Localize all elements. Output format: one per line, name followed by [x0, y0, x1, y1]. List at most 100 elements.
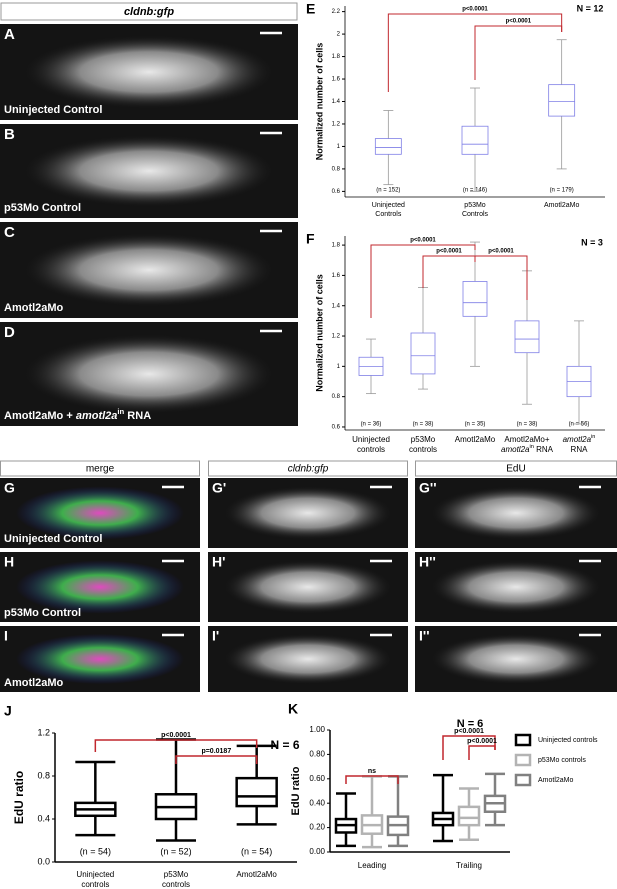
- panel-letter: I: [4, 628, 8, 644]
- text-line: RNA: [571, 445, 589, 454]
- text-segment: amotl2a: [76, 410, 118, 422]
- text-line: p53Mo: [464, 202, 486, 209]
- bracket: [442, 735, 496, 760]
- x-tick-label: Amotl2aMo: [544, 202, 580, 209]
- micrograph-tissue: [23, 135, 275, 207]
- x-tick-label: Trailing: [456, 861, 482, 870]
- bracket: [370, 244, 476, 318]
- n-label: (n = 38): [413, 422, 434, 428]
- text-line: Amotl2aMo+: [504, 435, 549, 444]
- text-line: Controls: [375, 211, 402, 218]
- text-line: controls: [162, 880, 190, 889]
- box: [235, 776, 278, 808]
- legend-swatch: [514, 733, 532, 747]
- box: [514, 320, 540, 354]
- panel-letter: A: [4, 26, 15, 43]
- y-tick-label: 0.00: [309, 847, 325, 856]
- panel-letter: F: [306, 231, 315, 247]
- column-header: EdU: [506, 464, 525, 475]
- x-tick-label: Leading: [358, 861, 386, 870]
- micrograph-tissue: [23, 35, 275, 109]
- y-tick-label: 1.6: [332, 77, 341, 83]
- n-label: (n = 36): [361, 422, 382, 428]
- text-line: Controls: [462, 211, 489, 218]
- y-tick-label: 0.4: [37, 813, 50, 823]
- y-axis-label: EdU ratio: [290, 766, 302, 815]
- text-segment: in: [117, 407, 124, 416]
- y-tick-label: 2.2: [332, 9, 341, 15]
- column-header: cldnb:gfp: [288, 464, 329, 475]
- micrograph-tissue: [431, 560, 601, 614]
- micrograph-tissue: [16, 486, 184, 540]
- x-tick-label: Amotl2aMo: [455, 435, 496, 444]
- text-segment: amotl2a: [501, 445, 530, 454]
- annotation: p<0.0001: [506, 19, 532, 25]
- n-label: (n = 52): [160, 846, 191, 856]
- annotation: N = 6: [270, 738, 299, 752]
- x-tick-label: Amotl2aMo+ amotl2ain RNA: [501, 435, 554, 454]
- annotation: p=0.0187: [201, 748, 231, 755]
- panel-letter: B: [4, 126, 15, 143]
- panel-label: Uninjected Control: [4, 104, 102, 116]
- bracket: [474, 25, 563, 80]
- y-tick-label: 2: [337, 32, 341, 38]
- text-segment: RNA: [534, 445, 554, 454]
- text-line: Trailing: [456, 861, 482, 870]
- panel-letter: C: [4, 224, 15, 241]
- panel-letter: G: [4, 480, 15, 496]
- box: [548, 84, 576, 117]
- legend-swatch: [514, 753, 532, 767]
- y-tick-label: 1.00: [309, 725, 325, 734]
- y-tick-label: 0.8: [332, 394, 341, 400]
- annotation: p<0.0001: [462, 7, 488, 13]
- text-segment: in: [529, 444, 533, 450]
- y-tick-label: 0.8: [37, 770, 50, 780]
- text-line: Uninjected: [352, 435, 390, 444]
- bracket: [468, 745, 496, 760]
- x-tick-label: Amotl2aMo: [236, 870, 277, 879]
- text-segment: Amotl2aMo +: [4, 410, 76, 422]
- n-label: (n = 38): [517, 422, 538, 428]
- text-segment: RNA: [124, 410, 151, 422]
- panel-label: Amotl2aMo: [4, 302, 64, 314]
- micrograph-tissue: [224, 633, 392, 685]
- micrograph-tissue: [23, 334, 275, 414]
- micrograph-tissue: [224, 560, 392, 614]
- panel-letter: E: [306, 1, 315, 17]
- panel-letter: G'': [419, 480, 437, 496]
- text-line: p53Mo: [164, 870, 189, 879]
- panel-letter: D: [4, 324, 15, 341]
- panel-letter: K: [288, 701, 298, 717]
- text-segment: amotl2a: [563, 435, 592, 444]
- annotation: N = 6: [457, 718, 484, 730]
- y-tick-label: 1.2: [37, 727, 50, 737]
- y-axis-label: EdU ratio: [12, 771, 26, 824]
- micrograph-tissue: [16, 560, 184, 614]
- text-line: Uninjected: [76, 870, 114, 879]
- text-segment: Uninjected Control: [4, 104, 102, 116]
- text-line: controls: [409, 445, 437, 454]
- x-tick-label: Uninjected Controls: [372, 202, 405, 218]
- bracket: [387, 13, 563, 92]
- y-tick-label: 0.6: [332, 425, 341, 431]
- micrograph-tissue: [224, 486, 392, 540]
- column-header: merge: [86, 464, 115, 475]
- x-tick-label: amotl2ain RNA: [563, 434, 596, 454]
- bracket: [94, 739, 258, 752]
- legend-label: p53Mo controls: [538, 757, 586, 764]
- panel-header: cldnb:gfp: [124, 6, 174, 18]
- panel-label: p53Mo Control: [4, 202, 81, 214]
- text-line: controls: [357, 445, 385, 454]
- column-header-box: [0, 460, 200, 477]
- y-tick-label: 1.6: [332, 273, 341, 279]
- annotation: p<0.0001: [467, 738, 497, 745]
- n-label: (n = 35): [465, 422, 486, 428]
- text-line: Amotl2aMo: [455, 435, 496, 444]
- panel-letter: H: [4, 554, 14, 570]
- legend-label: Amotl2aMo: [538, 777, 574, 784]
- x-tick-label: p53Mo Controls: [462, 202, 489, 218]
- y-tick-label: 0.80: [309, 750, 325, 759]
- panel-header-box: [0, 2, 298, 21]
- n-label: (n = 54): [241, 846, 272, 856]
- text-line: Uninjected: [372, 202, 405, 209]
